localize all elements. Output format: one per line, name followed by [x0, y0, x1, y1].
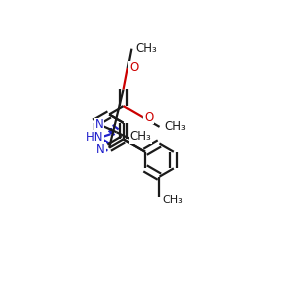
Text: N: N [94, 118, 103, 131]
Text: CH₃: CH₃ [130, 130, 151, 143]
Text: HN: HN [86, 130, 103, 144]
Text: CH₃: CH₃ [164, 120, 186, 134]
Text: CH₃: CH₃ [162, 195, 183, 205]
Text: N: N [96, 142, 105, 156]
Text: O: O [144, 110, 153, 124]
Text: CH₃: CH₃ [136, 42, 158, 55]
Text: O: O [129, 61, 138, 74]
